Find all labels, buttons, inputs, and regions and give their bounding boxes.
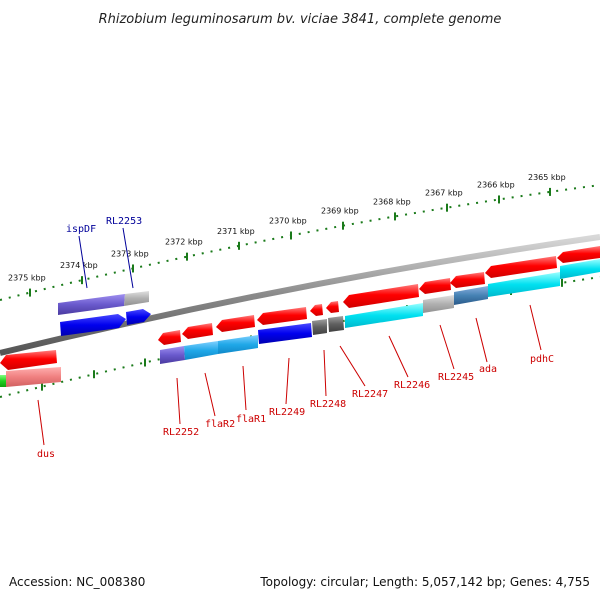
leader-RL2248 [323,349,327,397]
ruler-tick-label: 2369 kbp [321,207,359,216]
ruler-tick-label: 2370 kbp [269,216,307,225]
leader-flaR2 [204,372,216,417]
gene-label-RL2249[interactable]: RL2249 [269,407,305,418]
gene-RL2253-cds[interactable] [126,309,151,325]
gene-ispDF-outer[interactable] [58,294,125,315]
gene-RL2247-feature[interactable] [328,316,344,332]
outer-strand-features [58,291,151,336]
ruler-tick-label: 2368 kbp [373,197,411,206]
gene-RL2245-feature[interactable] [423,295,454,313]
genome-summary-text: Topology: circular; Length: 5,057,142 bp… [259,575,590,589]
gene-RL2246-feature[interactable] [345,303,423,328]
ruler-tick-label: 2365 kbp [528,173,566,182]
leader-flaR1 [242,365,247,411]
gene-label-RL2252[interactable]: RL2252 [163,427,199,438]
gene-ada-cds[interactable] [450,272,485,288]
gene-RL2248-feature[interactable] [312,319,327,335]
leader-pdhC [529,304,542,351]
gene-flaR2-feature[interactable] [184,341,218,360]
leader-RL2253 [122,227,134,289]
gene-label-dus[interactable]: dus [37,449,55,460]
ruler-outer-dotted-line [0,184,600,301]
ruler-tick-label: 2373 kbp [111,249,149,258]
leader-RL2249 [285,357,290,405]
gene-next-feature[interactable] [560,259,600,279]
gene-ispDF-cds[interactable] [60,314,126,336]
gene-label-flaR1[interactable]: flaR1 [236,414,266,425]
gene-label-RL2248[interactable]: RL2248 [310,399,346,410]
gene-ada-feature[interactable] [454,286,488,305]
map-title: Rhizobium leguminosarum bv. viciae 3841,… [99,12,502,27]
tick-labels: 2375 kbp 2374 kbp 2373 kbp 2372 kbp 2371 kbp… [8,173,566,283]
gene-label-flaR2[interactable]: flaR2 [205,419,235,430]
leader-RL2245 [439,324,455,370]
gene-leader-lines [37,227,542,446]
gene-label-RL2246[interactable]: RL2246 [394,380,430,391]
gene-label-pdhC[interactable]: pdhC [530,354,554,365]
ruler-tick-label: 2375 kbp [8,274,46,283]
gene-RL2248-cds[interactable] [310,304,323,316]
leader-RL2246 [388,335,409,378]
leader-ada [475,317,488,363]
ruler-tick-label: 2371 kbp [217,227,255,236]
leader-ispDF [78,235,88,289]
gene-labels: ispDF RL2253 dus RL2252 flaR2 flaR1 RL22… [37,216,554,460]
gene-pdhC-feature[interactable] [488,272,560,297]
leader-RL2252 [176,377,181,425]
ruler-tick-label: 2366 kbp [477,180,515,189]
ruler-tick-label: 2372 kbp [165,238,203,247]
gene-RL2252-cds[interactable] [158,330,181,345]
gene-RL2245-cds[interactable] [419,278,451,294]
gene-dus-feature[interactable] [6,367,61,387]
gene-RL2252-feature[interactable] [160,346,185,364]
gene-RL2249-feature[interactable] [258,323,312,344]
leader-dus [37,399,45,446]
accession-text: Accession: NC_008380 [9,575,145,589]
gene-flaR1-cds[interactable] [216,315,255,332]
gene-green-feature[interactable] [0,375,6,387]
genome-backbone [0,234,600,356]
gene-label-RL2253[interactable]: RL2253 [106,216,142,227]
gene-RL2244-cds[interactable] [485,256,557,278]
ruler-tick-label: 2367 kbp [425,189,463,198]
gene-label-RL2245[interactable]: RL2245 [438,372,474,383]
gene-label-RL2247[interactable]: RL2247 [352,389,388,400]
gene-RL2247-cds[interactable] [326,301,339,313]
ruler-tick-label: 2374 kbp [60,261,98,270]
gene-RL2246-cds[interactable] [343,284,419,308]
gene-label-ispDF[interactable]: ispDF [66,224,96,235]
gene-flaR2-cds[interactable] [182,323,213,339]
gene-pdhC-cds[interactable] [557,246,600,263]
gene-flaR1-feature[interactable] [218,335,258,354]
gene-RL2253-outer[interactable] [124,291,149,306]
gene-label-ada[interactable]: ada [479,364,497,375]
gene-RL2249-cds[interactable] [257,307,307,325]
leader-RL2247 [339,345,366,387]
gene-dus-cds[interactable] [0,350,57,370]
inner-strand-features [0,246,600,387]
